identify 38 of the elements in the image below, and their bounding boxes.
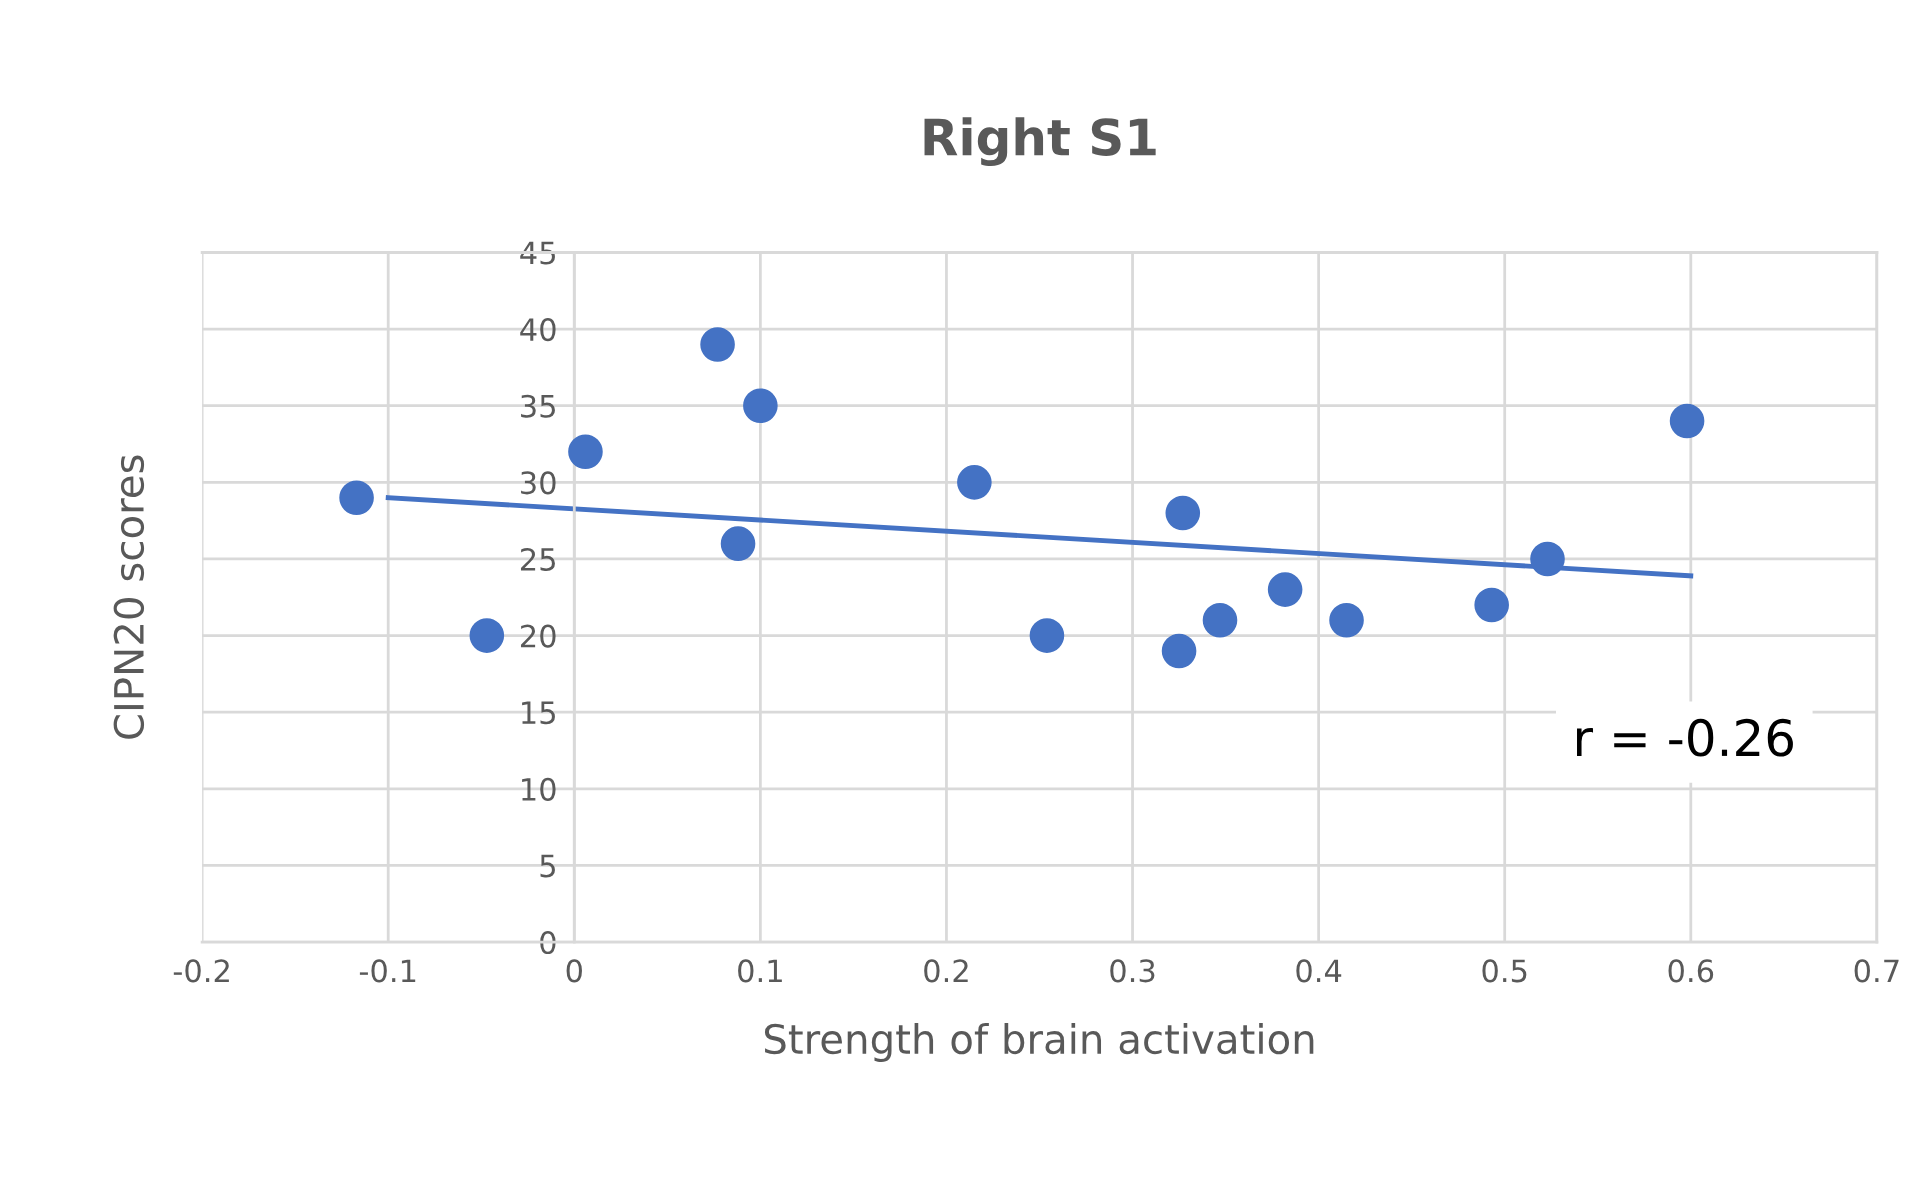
x-tick-label: 0.5 [1482, 959, 1527, 983]
point [720, 526, 756, 561]
point [700, 327, 735, 362]
point [469, 618, 505, 653]
point [1530, 541, 1565, 577]
annotation: r = -0.26 [1577, 718, 1793, 757]
point [957, 465, 992, 500]
x-tick-label: 0 [566, 959, 582, 983]
x-axis-title: Strength of brain activation [764, 1023, 1314, 1063]
point [1267, 572, 1303, 607]
point [1329, 602, 1364, 638]
x-tick-label: 0.6 [1668, 959, 1714, 983]
y-tick-label: 10 [522, 777, 556, 801]
point [568, 434, 603, 469]
point [1165, 495, 1201, 531]
x-tick-label: 0.3 [1110, 959, 1155, 983]
x-tick-label: 0.2 [924, 959, 968, 983]
x-tick-label: 0.7 [1854, 959, 1899, 983]
y-tick-label: 5 [540, 854, 555, 878]
y-tick-label: 30 [521, 471, 556, 495]
x-tick-label: -0.1 [359, 959, 416, 983]
y-axis-title: CIPN20 scores [113, 455, 145, 739]
point [1029, 618, 1065, 653]
y-tick-label: 35 [521, 394, 555, 418]
point [1161, 633, 1197, 669]
y-tick-label: 20 [520, 624, 556, 648]
point [1474, 587, 1509, 623]
chart-title: Right S1 [924, 117, 1156, 167]
y-tick-label: 15 [522, 701, 555, 725]
point [743, 388, 778, 424]
point [339, 480, 374, 515]
x-tick-label: 0.4 [1296, 959, 1342, 983]
point [1202, 602, 1238, 638]
x-tick-label: -0.2 [173, 959, 229, 983]
y-tick-label: 40 [520, 318, 556, 342]
x-tick-label: 0.1 [738, 959, 782, 983]
y-tick-label: 25 [520, 547, 555, 572]
point [1669, 403, 1705, 439]
